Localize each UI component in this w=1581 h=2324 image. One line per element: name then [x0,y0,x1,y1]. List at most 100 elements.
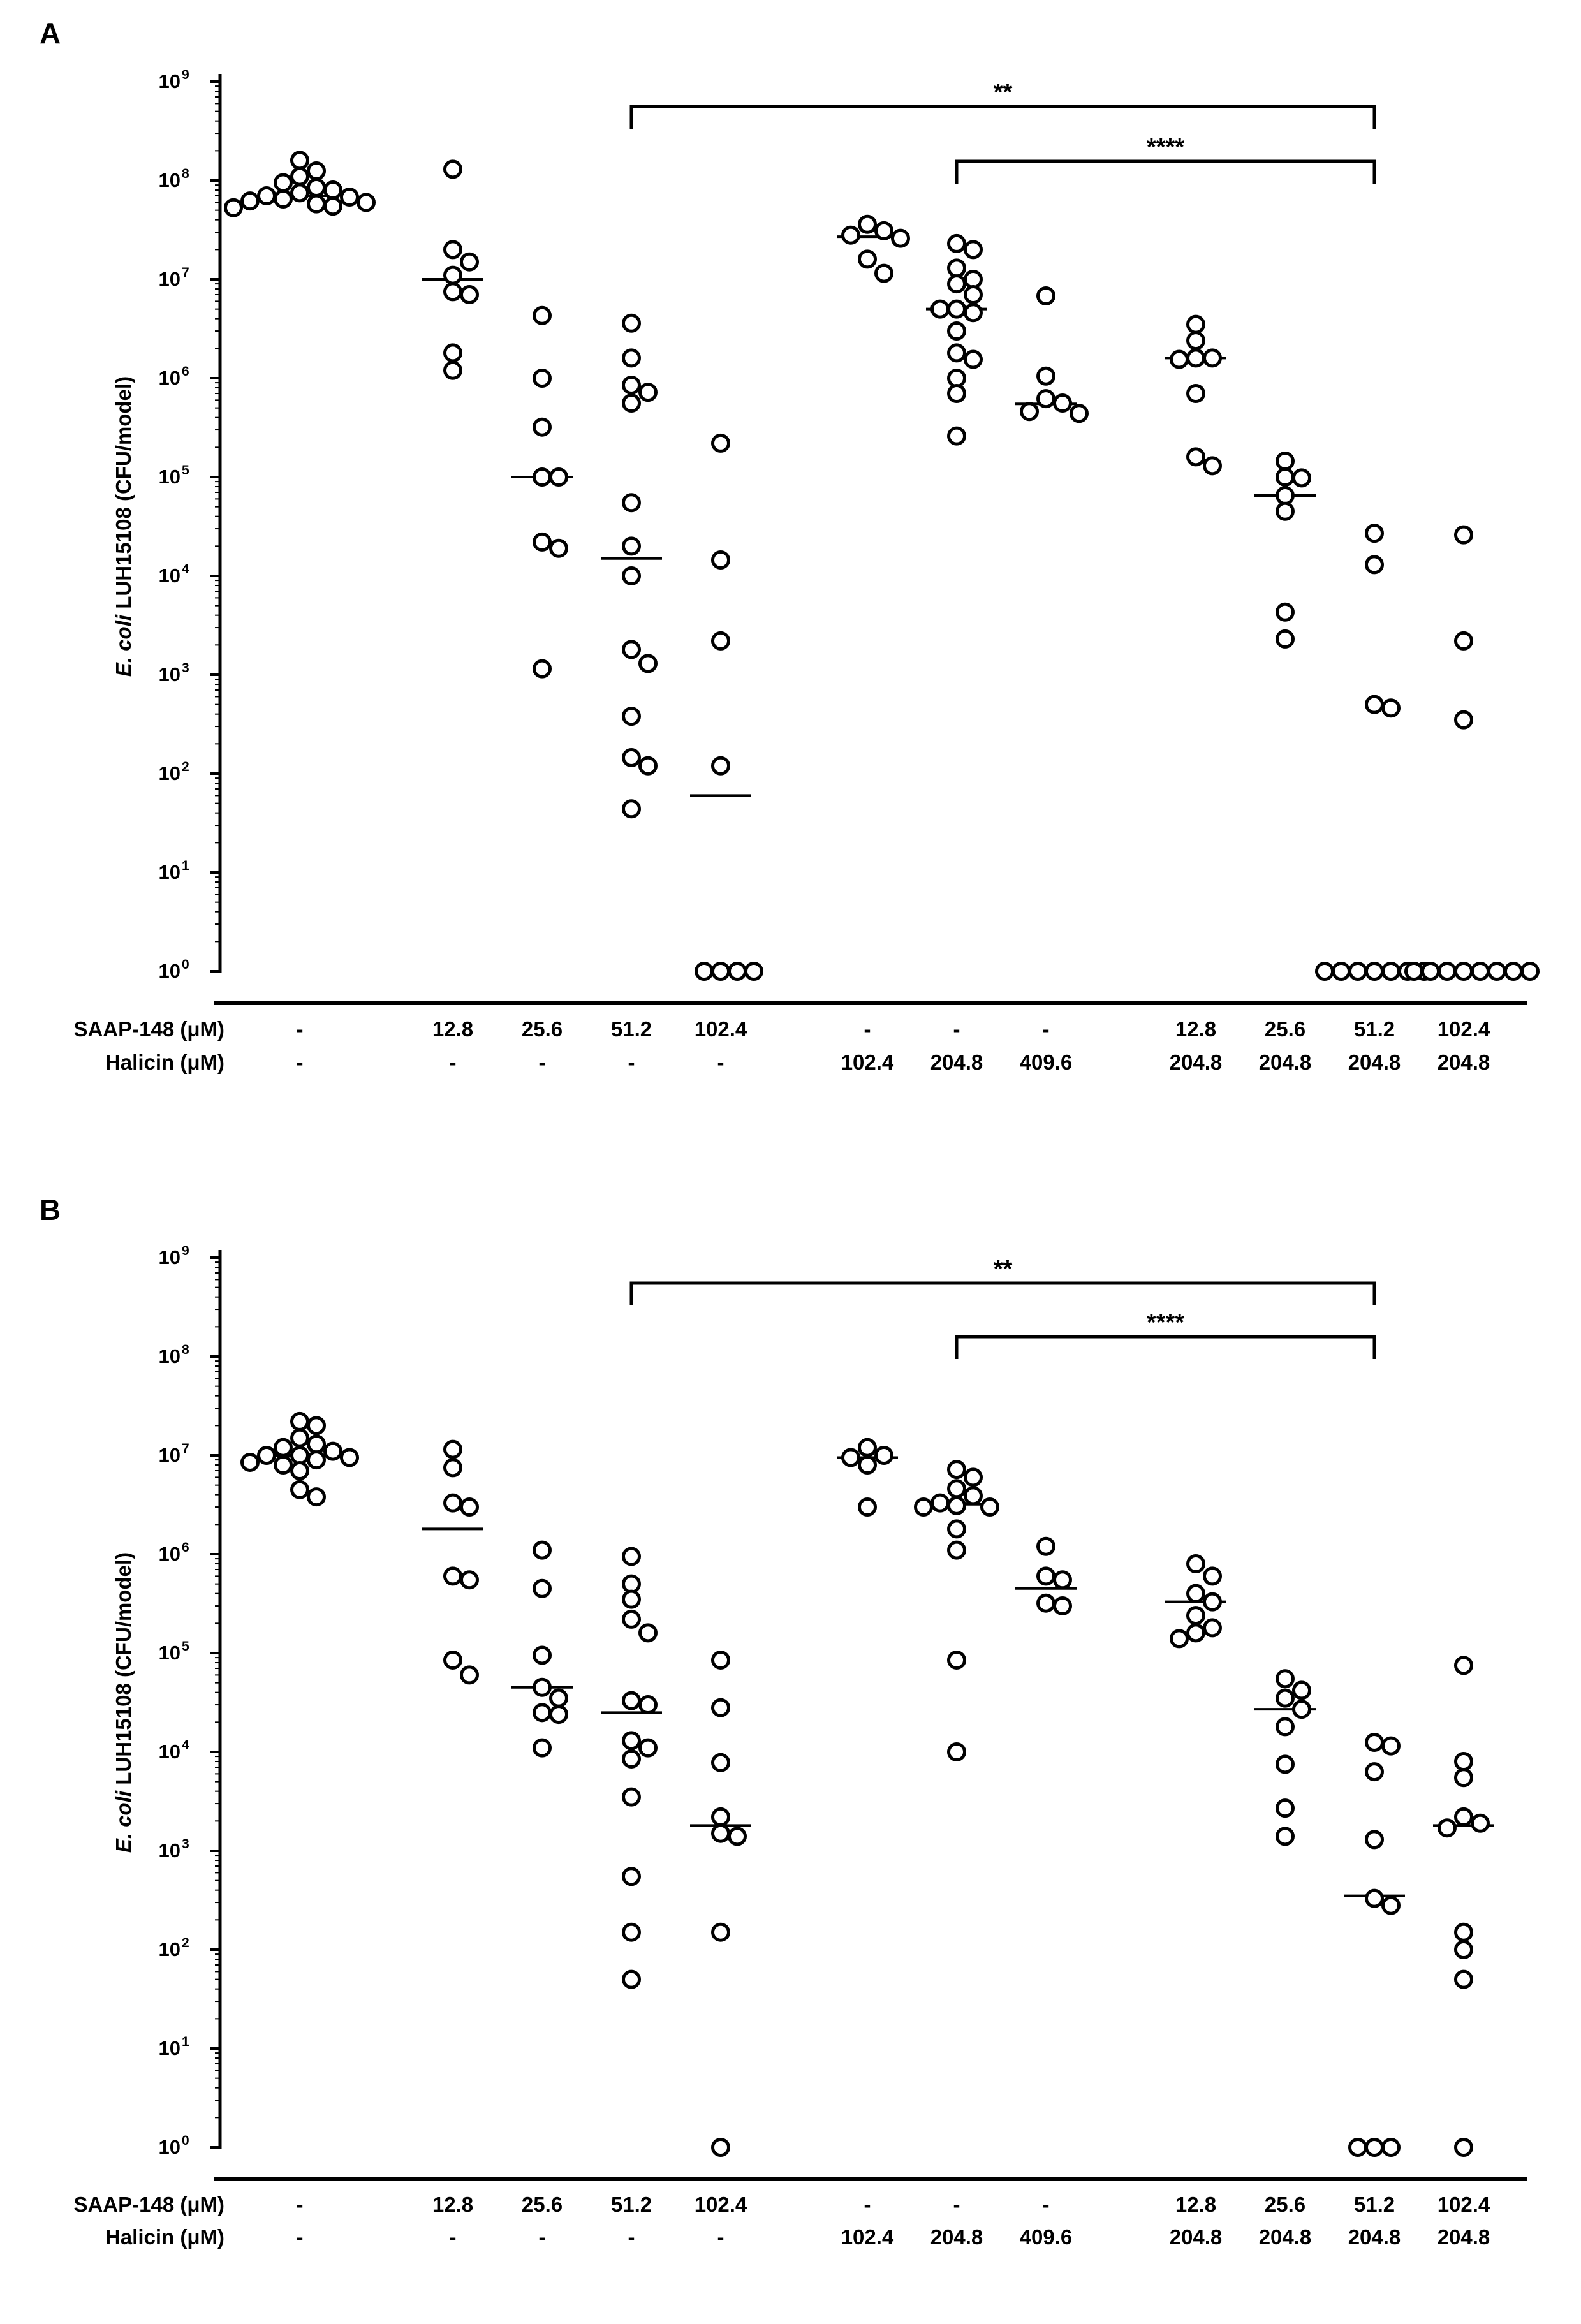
row-label-halicin: Halicin (μM) [105,2225,224,2249]
data-point [290,151,309,170]
data-point [947,1479,966,1499]
data-point [1170,349,1189,369]
data-point [1186,1623,1205,1643]
data-point [947,426,966,446]
data-point [964,349,983,369]
data-point [638,1623,658,1643]
y-tick-exponent: 6 [182,1540,189,1555]
data-point [443,1493,462,1513]
data-point [1365,1830,1384,1850]
y-tick-label: 10 [159,762,180,784]
data-point [622,1749,641,1769]
data-point [340,1448,359,1467]
data-point [858,214,877,234]
y-tick-exponent: 5 [182,463,189,478]
data-point [858,1438,877,1457]
data-point [307,177,326,197]
group-9: 25.6 204.8 [1254,451,1316,1074]
y-tick-label: 10 [159,70,180,92]
data-point [307,1487,326,1507]
data-point [1070,404,1089,423]
category-label-halicin: - [717,2225,724,2249]
category-label-halicin: 204.8 [1259,2225,1312,2249]
data-point [728,1827,747,1846]
data-point [224,198,243,217]
data-point [1381,2138,1401,2157]
category-label-saap: - [953,2193,960,2216]
y-tick-exponent: 1 [182,858,189,873]
bracket-line [955,159,1376,184]
data-point [549,467,568,487]
category-label-halicin: - [628,2225,635,2249]
y-axis-label-italic: E. coli [112,1790,135,1853]
data-point [1036,1536,1055,1556]
category-label-halicin: 204.8 [1348,1050,1401,1074]
data-point [711,756,730,776]
y-tick-label: 10 [159,663,180,686]
category-label-saap: 102.4 [695,2193,747,2216]
category-label-halicin: - [297,2225,304,2249]
data-point [964,303,983,323]
data-point [1186,1554,1205,1574]
data-point [711,962,730,981]
data-point [307,161,326,180]
data-point [1454,710,1473,730]
data-point [1036,1593,1055,1613]
data-point [947,321,966,341]
data-point [1454,2138,1473,2157]
y-tick-exponent: 4 [182,562,189,577]
data-point [841,1448,860,1467]
y-axis-label: E. coli LUH15108 (CFU/model) [112,1552,135,1853]
data-point [290,1480,309,1499]
group-6: - 204.8 [926,233,987,1074]
category-label-saap: - [1043,1017,1050,1041]
data-point [533,417,552,437]
data-point [1438,962,1457,981]
significance-bracket: ** [629,79,1376,129]
data-point [1186,348,1205,368]
y-tick-exponent: 7 [182,1441,189,1456]
data-point [1292,1700,1311,1719]
data-point [443,282,462,302]
group-10: 51.2 204.8 [1344,1732,1405,2249]
data-point [874,1446,893,1465]
data-point [290,1428,309,1448]
category-label-halicin: - [450,2225,457,2249]
data-point [622,799,641,819]
data-point [549,538,568,558]
data-point [307,1434,326,1454]
data-point [1186,314,1205,334]
category-label-saap: 12.8 [1175,1017,1216,1041]
data-point [1276,1669,1295,1689]
data-point [1276,629,1295,649]
group-7: - 409.6 [1015,1536,1077,2249]
significance-label: ** [994,79,1013,106]
data-point [257,1446,276,1465]
y-tick-label: 10 [159,2037,180,2059]
data-point [1454,631,1473,651]
data-point [711,631,730,651]
data-point [1053,393,1072,413]
group-8: 12.8 204.8 [1165,314,1226,1074]
data-point [711,1807,730,1827]
category-label-halicin: 102.4 [841,1050,894,1074]
data-point [1276,501,1295,521]
data-point [964,270,983,289]
data-point [874,263,893,283]
data-point [638,1738,658,1758]
data-point [257,186,276,206]
category-label-halicin: - [628,1050,635,1074]
data-point [1348,2138,1367,2157]
data-point [1036,1566,1055,1586]
data-point [1471,1813,1490,1833]
data-point [443,360,462,380]
data-point [443,1439,462,1459]
category-label-halicin: 204.8 [1438,1050,1490,1074]
category-label-halicin: 204.8 [1259,1050,1312,1074]
data-point [947,1742,966,1761]
data-point [533,305,552,325]
data-point [460,285,479,305]
data-point [340,187,359,207]
data-point [711,433,730,453]
